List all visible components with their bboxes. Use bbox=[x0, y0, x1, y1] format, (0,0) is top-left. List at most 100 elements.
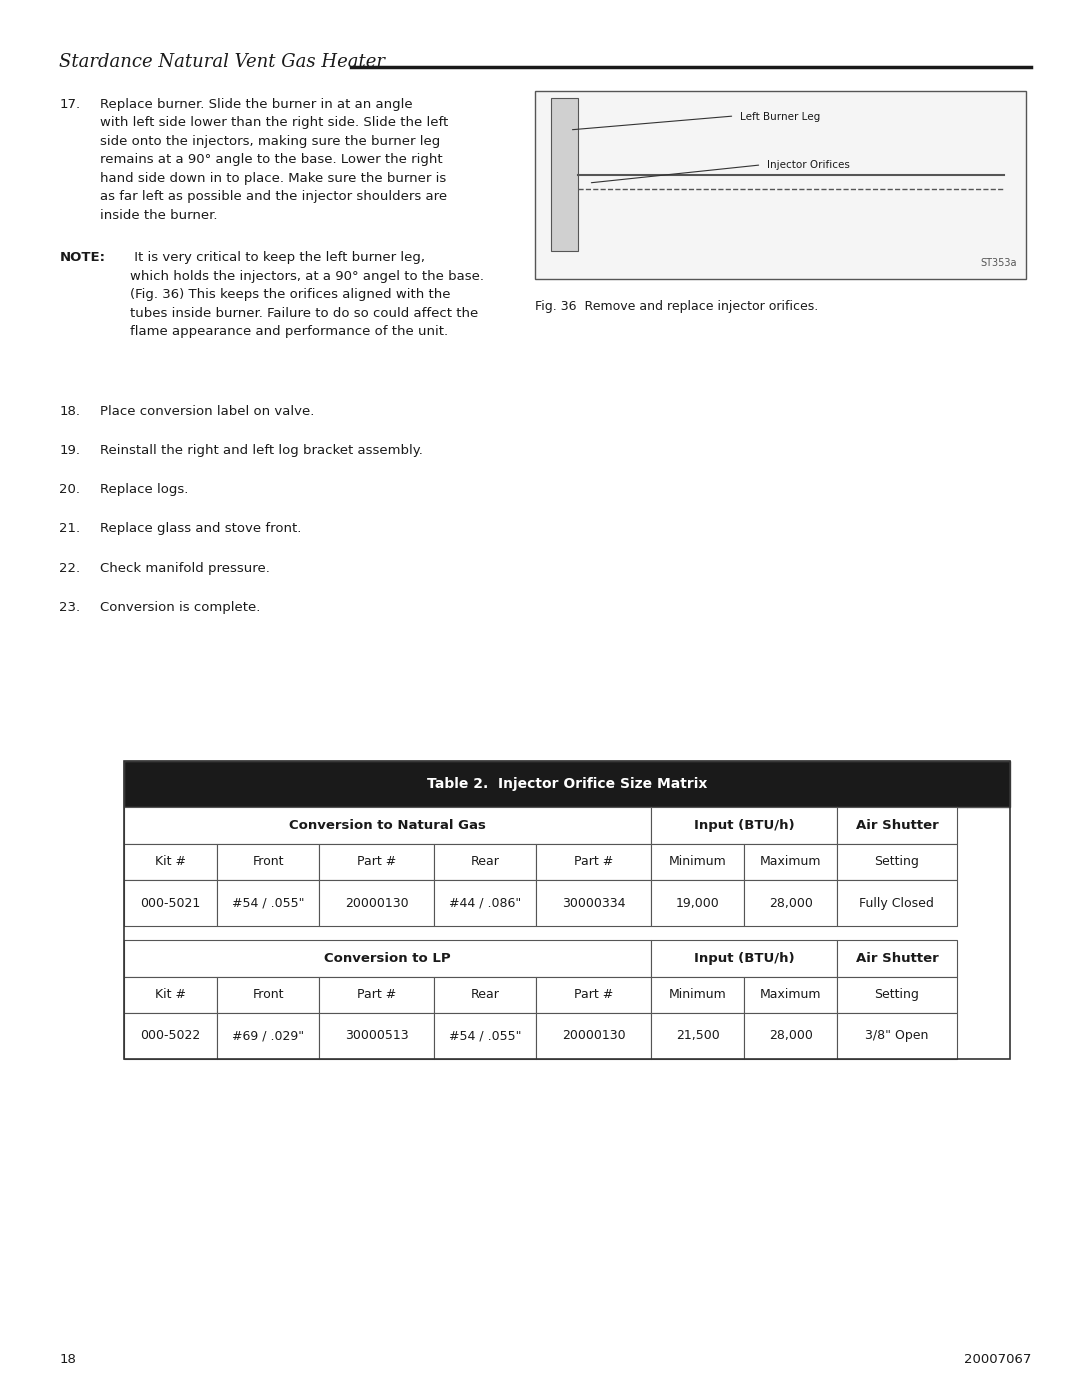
Bar bbox=[651, 977, 744, 1013]
Text: Conversion to Natural Gas: Conversion to Natural Gas bbox=[289, 819, 486, 833]
Text: 3/8" Open: 3/8" Open bbox=[865, 1030, 929, 1042]
Text: #54 / .055": #54 / .055" bbox=[449, 1030, 522, 1042]
Text: 17.: 17. bbox=[59, 98, 81, 110]
Text: 20007067: 20007067 bbox=[964, 1354, 1031, 1366]
Text: Minimum: Minimum bbox=[669, 988, 727, 1002]
Bar bbox=[651, 1013, 744, 1059]
Text: Part #: Part # bbox=[357, 988, 396, 1002]
Text: Part #: Part # bbox=[573, 988, 613, 1002]
Text: 21,500: 21,500 bbox=[676, 1030, 719, 1042]
Bar bbox=[217, 977, 319, 1013]
Bar bbox=[319, 1013, 434, 1059]
Bar bbox=[124, 977, 217, 1013]
Bar bbox=[536, 880, 651, 926]
Text: Part #: Part # bbox=[357, 855, 396, 869]
Text: 30000513: 30000513 bbox=[345, 1030, 408, 1042]
Text: Injector Orifices: Injector Orifices bbox=[767, 159, 850, 170]
Bar bbox=[837, 1013, 957, 1059]
Bar bbox=[319, 977, 434, 1013]
Text: 000-5022: 000-5022 bbox=[140, 1030, 201, 1042]
Bar bbox=[651, 844, 744, 880]
Text: 30000334: 30000334 bbox=[562, 897, 625, 909]
Text: Fully Closed: Fully Closed bbox=[860, 897, 934, 909]
Bar bbox=[535, 91, 1026, 279]
Text: ST353a: ST353a bbox=[981, 258, 1017, 268]
Text: 21.: 21. bbox=[59, 522, 81, 535]
Bar bbox=[744, 880, 837, 926]
Text: 19.: 19. bbox=[59, 444, 80, 457]
Text: It is very critical to keep the left burner leg,
which holds the injectors, at a: It is very critical to keep the left bur… bbox=[130, 251, 484, 338]
Text: Part #: Part # bbox=[573, 855, 613, 869]
Text: Conversion is complete.: Conversion is complete. bbox=[100, 601, 260, 613]
Text: Check manifold pressure.: Check manifold pressure. bbox=[100, 562, 270, 574]
Text: 28,000: 28,000 bbox=[769, 1030, 812, 1042]
Bar bbox=[744, 844, 837, 880]
Text: Maximum: Maximum bbox=[760, 855, 822, 869]
Bar bbox=[434, 880, 536, 926]
Bar bbox=[434, 1013, 536, 1059]
Bar bbox=[536, 844, 651, 880]
Text: NOTE:: NOTE: bbox=[59, 251, 106, 264]
Text: Rear: Rear bbox=[471, 988, 500, 1002]
Text: Minimum: Minimum bbox=[669, 855, 727, 869]
Bar bbox=[124, 940, 651, 977]
Text: Stardance Natural Vent Gas Heater: Stardance Natural Vent Gas Heater bbox=[59, 53, 386, 71]
Bar bbox=[217, 1013, 319, 1059]
Text: Place conversion label on valve.: Place conversion label on valve. bbox=[100, 405, 314, 418]
Bar bbox=[124, 761, 1010, 1059]
Bar bbox=[536, 977, 651, 1013]
Bar bbox=[551, 98, 578, 251]
Text: Input (BTU/h): Input (BTU/h) bbox=[693, 819, 795, 833]
Text: Fig. 36  Remove and replace injector orifices.: Fig. 36 Remove and replace injector orif… bbox=[535, 300, 818, 313]
Text: Kit #: Kit # bbox=[156, 855, 186, 869]
Text: Table 2.  Injector Orifice Size Matrix: Table 2. Injector Orifice Size Matrix bbox=[427, 777, 707, 792]
Bar bbox=[837, 880, 957, 926]
Bar bbox=[124, 880, 217, 926]
Bar bbox=[837, 977, 957, 1013]
Bar bbox=[837, 844, 957, 880]
Text: Left Burner Leg: Left Burner Leg bbox=[740, 112, 820, 122]
Text: Front: Front bbox=[253, 988, 284, 1002]
Text: Kit #: Kit # bbox=[156, 988, 186, 1002]
Bar bbox=[217, 880, 319, 926]
Text: Input (BTU/h): Input (BTU/h) bbox=[693, 951, 795, 965]
Bar bbox=[651, 940, 837, 977]
Text: 20000130: 20000130 bbox=[345, 897, 408, 909]
Text: #44 / .086": #44 / .086" bbox=[449, 897, 522, 909]
Text: Air Shutter: Air Shutter bbox=[855, 951, 939, 965]
Text: Replace burner. Slide the burner in at an angle
with left side lower than the ri: Replace burner. Slide the burner in at a… bbox=[100, 98, 448, 222]
Bar bbox=[434, 977, 536, 1013]
Bar bbox=[124, 1013, 217, 1059]
Text: Maximum: Maximum bbox=[760, 988, 822, 1002]
Text: Setting: Setting bbox=[875, 855, 919, 869]
Text: 28,000: 28,000 bbox=[769, 897, 812, 909]
Text: Replace logs.: Replace logs. bbox=[100, 483, 189, 496]
Text: 18.: 18. bbox=[59, 405, 80, 418]
Text: Front: Front bbox=[253, 855, 284, 869]
Text: 20000130: 20000130 bbox=[562, 1030, 625, 1042]
Text: 19,000: 19,000 bbox=[676, 897, 719, 909]
Text: Rear: Rear bbox=[471, 855, 500, 869]
Text: #54 / .055": #54 / .055" bbox=[232, 897, 305, 909]
Text: Reinstall the right and left log bracket assembly.: Reinstall the right and left log bracket… bbox=[100, 444, 423, 457]
Text: 23.: 23. bbox=[59, 601, 81, 613]
Bar bbox=[536, 1013, 651, 1059]
Bar bbox=[837, 940, 957, 977]
Text: 18: 18 bbox=[59, 1354, 77, 1366]
Bar bbox=[651, 807, 837, 844]
Bar bbox=[319, 880, 434, 926]
Text: Air Shutter: Air Shutter bbox=[855, 819, 939, 833]
Bar bbox=[651, 880, 744, 926]
Bar bbox=[744, 1013, 837, 1059]
Text: Setting: Setting bbox=[875, 988, 919, 1002]
Text: 22.: 22. bbox=[59, 562, 81, 574]
Bar bbox=[124, 761, 1010, 807]
Bar bbox=[837, 807, 957, 844]
Bar bbox=[744, 977, 837, 1013]
Text: 20.: 20. bbox=[59, 483, 80, 496]
Bar bbox=[434, 844, 536, 880]
Text: Conversion to LP: Conversion to LP bbox=[324, 951, 451, 965]
Text: Replace glass and stove front.: Replace glass and stove front. bbox=[100, 522, 301, 535]
Bar bbox=[217, 844, 319, 880]
Bar bbox=[124, 807, 651, 844]
